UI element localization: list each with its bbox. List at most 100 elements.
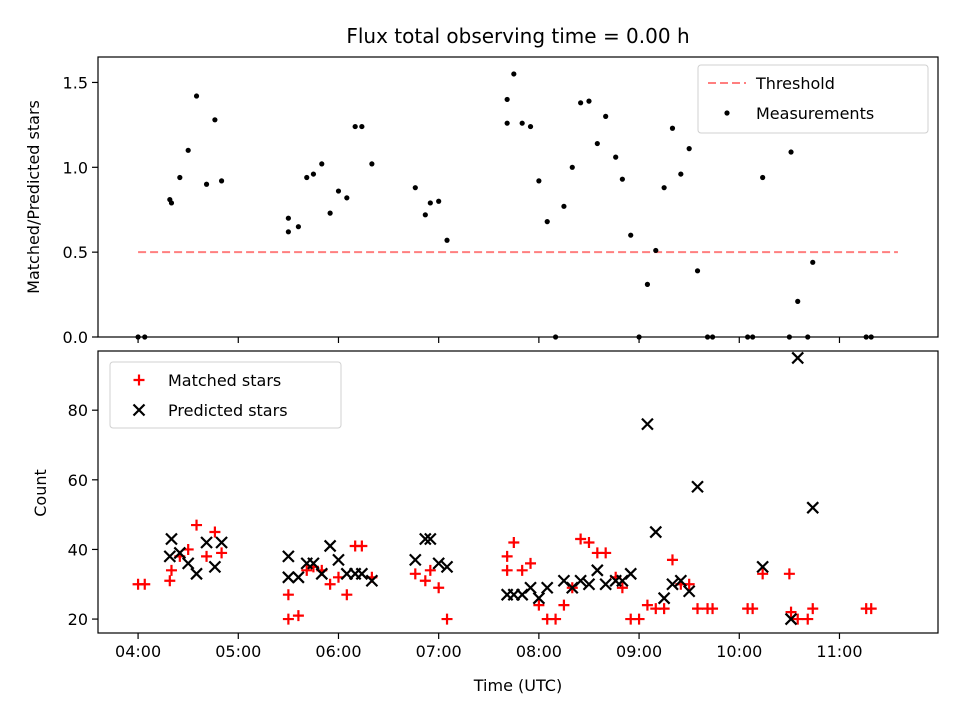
predicted-stars-point: [208, 560, 222, 574]
matched-stars-point: [666, 554, 678, 566]
y-tick-label: 1.0: [63, 158, 88, 177]
x-tick-label: 06:00: [315, 642, 361, 661]
matched-stars-point: [533, 599, 545, 611]
measurements-point: [422, 212, 428, 218]
measurements-point: [613, 154, 619, 160]
matched-stars-point: [633, 613, 645, 625]
y-tick-label: 0.5: [63, 243, 88, 262]
measurements-point: [536, 178, 542, 184]
predicted-stars-point: [524, 581, 537, 595]
matched-stars-point: [324, 578, 336, 590]
predicted-stars-point: [806, 501, 820, 514]
predicted-stars-point: [682, 584, 696, 598]
predicted-stars-point: [181, 557, 195, 570]
predicted-stars-point: [424, 532, 437, 546]
predicted-stars-point: [674, 574, 688, 588]
measurements-point: [218, 178, 225, 184]
x-tick-label: 08:00: [516, 642, 562, 661]
measurements-point: [628, 232, 634, 238]
matched-stars-point: [282, 613, 294, 625]
predicted-stars-point: [163, 550, 177, 563]
measurements-point: [352, 123, 358, 130]
matched-stars-point: [292, 610, 304, 622]
data-points: [135, 71, 874, 340]
predicted-stars-point: [599, 577, 612, 591]
measurements-point: [694, 268, 701, 274]
measurements-point: [344, 195, 350, 201]
matched-stars-point: [209, 526, 221, 538]
y-tick-label: 80: [68, 401, 88, 420]
y-tick-label: 20: [68, 610, 88, 629]
measurements-point: [619, 176, 625, 182]
measurements-point: [586, 98, 592, 104]
matched-stars-point: [757, 568, 769, 580]
measurements-point: [369, 161, 375, 167]
measurements-point: [810, 259, 816, 265]
measurements-point: [285, 229, 291, 235]
measurements-point: [527, 123, 534, 130]
predicted-stars-point: [666, 577, 679, 591]
matched-stars-point: [356, 540, 368, 552]
matched-stars-point: [424, 564, 436, 576]
measurements-point: [678, 171, 684, 177]
measurements-point: [212, 117, 218, 123]
predicted-stars-point: [756, 560, 769, 574]
measurements-point: [168, 200, 175, 206]
predicted-stars-point: [784, 612, 798, 626]
matched-stars-point: [508, 536, 520, 548]
count-plot: 04:00 05:00 06:00 07:00 08:00 09:00 10:00 11:00…: [68, 350, 939, 661]
x-tick-label: 11:00: [816, 642, 862, 661]
matched-stars-point: [201, 550, 213, 562]
matched-stars-point: [516, 564, 528, 576]
chart-title: Flux total observing time = 0.00 h: [346, 24, 689, 48]
measurements-point: [304, 174, 310, 181]
predicted-stars-point: [190, 567, 203, 581]
matched-stars-point: [785, 606, 797, 618]
y-tick-label: 1.5: [63, 73, 88, 92]
matched-stars-point: [139, 578, 151, 590]
y-tick-label: 0.0: [63, 328, 88, 347]
bottom-y-axis-label: Count: [31, 469, 50, 517]
legend-frame: [109, 361, 342, 429]
data-points: [132, 351, 877, 626]
measurements-point: [561, 203, 567, 209]
predicted-stars-point: [419, 532, 432, 546]
measurements-point: [335, 188, 342, 194]
predicted-stars-point: [282, 571, 295, 584]
plot-frame: [97, 56, 939, 338]
measurements-point: [327, 210, 333, 216]
matched-stars-point: [747, 603, 759, 615]
predicted-stars-point: [292, 571, 305, 584]
ratio-plot: 0.0 0.5 1.0 1.5 Threshold Measurements: [63, 56, 939, 347]
measurements-point: [686, 146, 692, 152]
predicted-stars-point: [355, 567, 369, 581]
measurements-point: [788, 149, 794, 155]
measurements-point: [669, 125, 676, 131]
legend-label-measurements: Measurements: [756, 104, 874, 123]
matched-stars-point: [658, 603, 670, 615]
predicted-stars-point: [315, 567, 329, 581]
predicted-stars-point: [591, 564, 604, 577]
predicted-stars-point: [307, 557, 320, 570]
matched-stars-point: [216, 547, 228, 559]
measurements-point: [603, 113, 609, 119]
predicted-stars-point: [432, 557, 445, 570]
measurements-point: [193, 93, 200, 99]
matched-stars-point: [807, 603, 819, 615]
matched-stars-point: [783, 568, 795, 580]
measurements-point: [760, 174, 766, 181]
matched-stars-point: [616, 582, 628, 594]
legend-label-predicted-stars: Predicted stars: [168, 401, 288, 420]
predicted-stars-point: [200, 536, 213, 549]
legend-label-threshold: Threshold: [755, 74, 835, 93]
measurements-point: [359, 123, 365, 130]
measurements-point: [427, 200, 433, 206]
predicted-stars-point: [440, 560, 454, 574]
measurements-point: [203, 181, 210, 187]
measurements-point: [319, 161, 325, 167]
predicted-stars-point: [791, 351, 804, 365]
legend-swatch-predicted-stars: [132, 403, 146, 417]
predicted-stars-point: [173, 546, 187, 560]
legend-swatch-measurements: [724, 110, 730, 116]
